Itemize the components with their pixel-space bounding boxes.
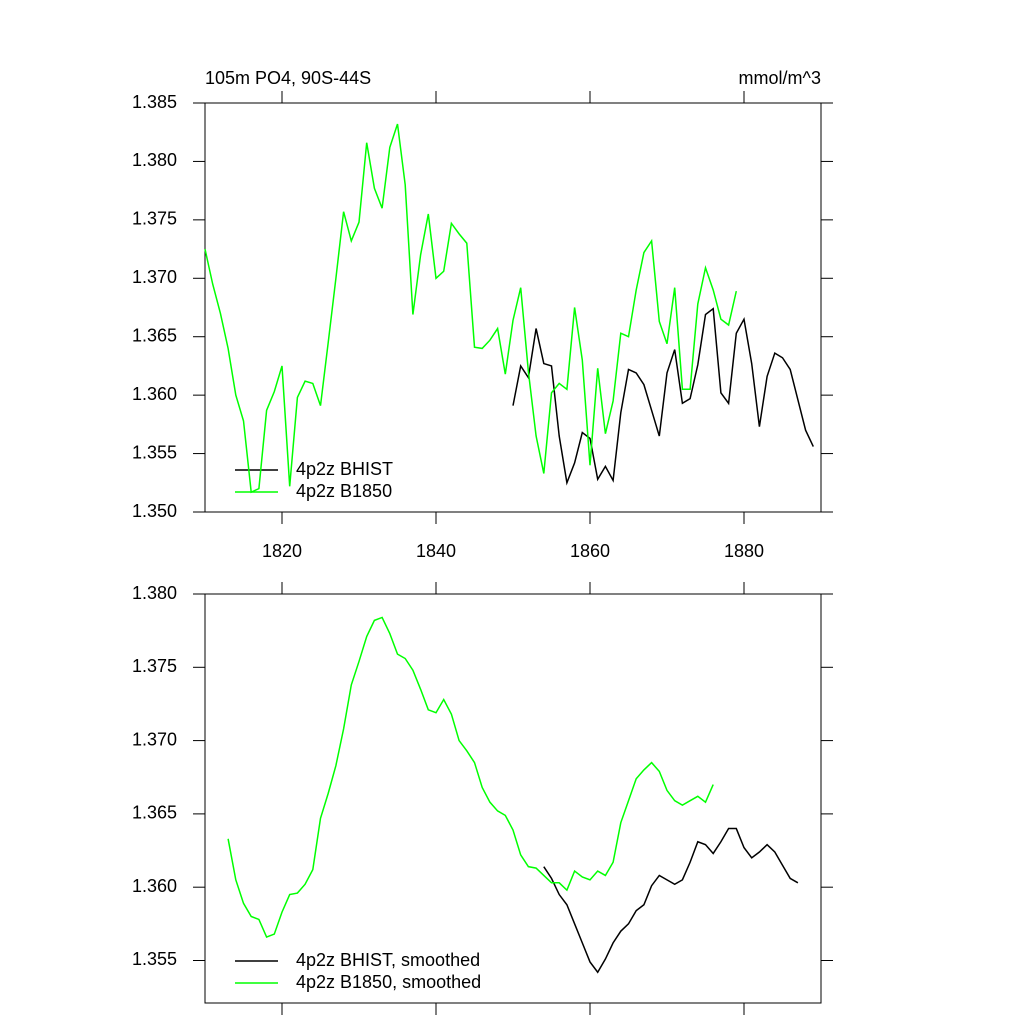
y-tick-label: 1.360 — [132, 876, 177, 896]
legend-label: 4p2z B1850 — [296, 481, 392, 501]
y-tick-label: 1.355 — [132, 442, 177, 462]
y-tick-label: 1.375 — [132, 209, 177, 229]
y-tick-label: 1.365 — [132, 803, 177, 823]
y-tick-label: 1.370 — [132, 729, 177, 749]
plot-frame — [204, 102, 822, 513]
series-line — [204, 123, 738, 494]
x-tick-label: 1880 — [724, 541, 764, 561]
y-tick-label: 1.350 — [132, 501, 177, 521]
y-tick-label: 1.370 — [132, 267, 177, 287]
x-tick-label: 1860 — [570, 541, 610, 561]
units-label: mmol/m^3 — [739, 68, 821, 88]
y-tick-label: 1.360 — [132, 384, 177, 404]
y-tick-label: 1.385 — [132, 92, 177, 112]
chart-title: 105m PO4, 90S-44S — [205, 68, 371, 88]
x-tick-label: 1840 — [416, 541, 456, 561]
y-tick-label: 1.375 — [132, 656, 177, 676]
y-tick-label: 1.365 — [132, 325, 177, 345]
legend-label: 4p2z BHIST, smoothed — [296, 950, 480, 970]
legend-label: 4p2z B1850, smoothed — [296, 972, 481, 992]
y-tick-label: 1.355 — [132, 949, 177, 969]
x-tick-label: 1820 — [262, 541, 302, 561]
plot-frame — [204, 593, 822, 1004]
series-line — [543, 827, 799, 974]
y-tick-label: 1.380 — [132, 150, 177, 170]
series-line — [227, 616, 714, 938]
y-tick-label: 1.380 — [132, 583, 177, 603]
legend-label: 4p2z BHIST — [296, 459, 393, 479]
series-line — [512, 307, 814, 486]
